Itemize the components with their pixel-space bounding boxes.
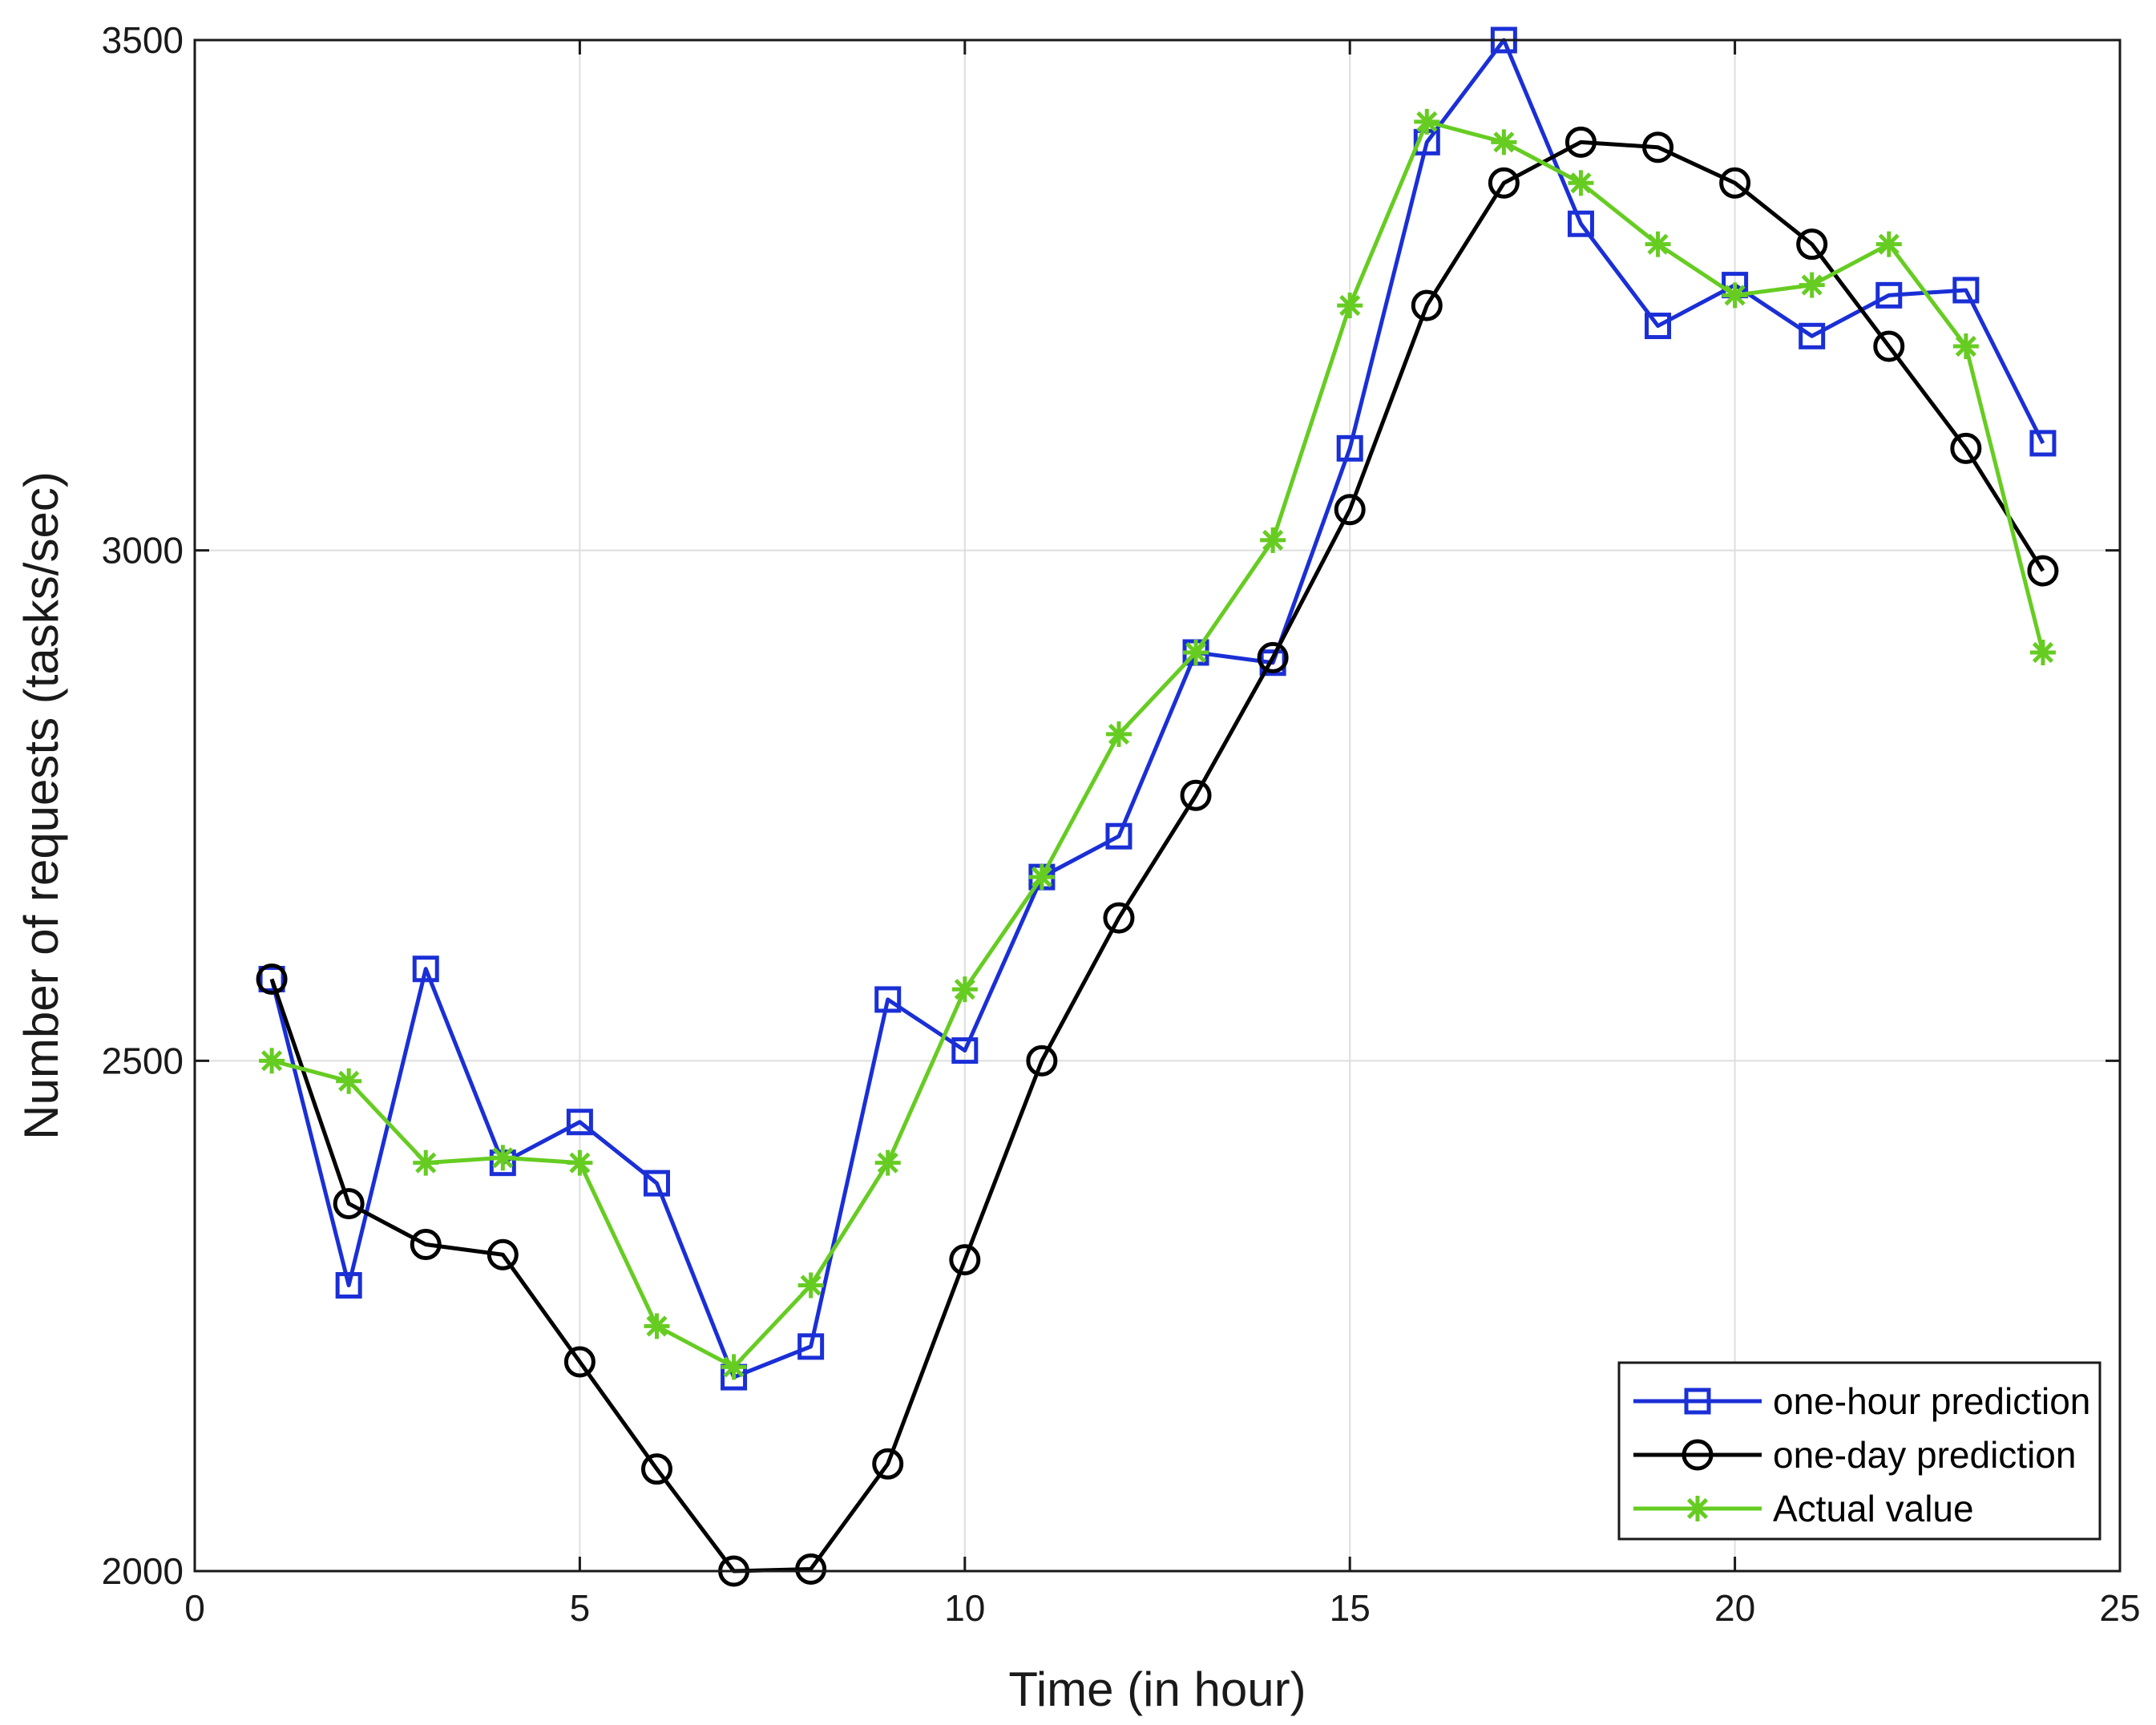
x-tick-label: 5 [570, 1587, 591, 1629]
x-tick-label: 10 [944, 1587, 985, 1629]
data-point [795, 1553, 827, 1585]
data-point [1028, 864, 1055, 891]
data-point [874, 986, 902, 1013]
data-point [2029, 430, 2057, 457]
data-point [1260, 527, 1286, 553]
data-point [2029, 640, 2056, 665]
data-point [1411, 289, 1443, 321]
legend-marker [1682, 1439, 1714, 1471]
y-tick-label: 2500 [102, 1040, 184, 1081]
series-layer [256, 26, 2059, 1587]
legend-marker [1685, 1496, 1710, 1521]
legend-label: one-day prediction [1773, 1434, 2076, 1476]
data-point [1952, 277, 1980, 304]
x-tick-label: 15 [1330, 1587, 1371, 1629]
data-point [1337, 293, 1363, 319]
data-point [1645, 313, 1672, 340]
data-point [1026, 1044, 1058, 1077]
data-point [259, 1048, 285, 1074]
data-point [1799, 322, 1826, 349]
tick-labels: 0 5 10 15 20 25 2000 2500 3000 3500 [102, 19, 2141, 1629]
data-point [1796, 228, 1828, 261]
data-point [1491, 129, 1517, 156]
y-axis-label: Number of requests (tasks/sec) [14, 471, 68, 1140]
data-point [1568, 170, 1594, 196]
data-point [1799, 272, 1825, 298]
data-point [1183, 640, 1209, 665]
data-point [643, 1170, 670, 1197]
data-point [1565, 126, 1597, 158]
data-point [410, 1229, 442, 1261]
data-point [487, 1238, 519, 1271]
data-point [640, 1453, 672, 1485]
legend-marker [1684, 1388, 1711, 1415]
y-tick-label: 3500 [102, 19, 184, 61]
data-point [567, 1149, 593, 1176]
data-point [1642, 131, 1674, 164]
data-point [1180, 779, 1212, 811]
data-point [1103, 902, 1135, 934]
legend-item: Actual value [1633, 1488, 1974, 1529]
x-tick-label: 25 [2099, 1587, 2140, 1629]
plot-frame [193, 38, 2122, 1573]
y-tick-label: 2000 [102, 1550, 184, 1592]
data-point [413, 1149, 439, 1176]
data-point [797, 1272, 824, 1299]
data-point [1722, 282, 1748, 309]
legend-item: one-day prediction [1633, 1434, 2076, 1476]
data-point [951, 1037, 979, 1064]
data-point [1952, 333, 1979, 359]
data-point [1414, 108, 1440, 135]
data-point [1488, 167, 1520, 199]
x-axis-label: Time (in hour) [1008, 1662, 1306, 1716]
data-point [1875, 281, 1903, 309]
data-point [874, 1149, 901, 1176]
x-tick-label: 0 [184, 1587, 205, 1629]
legend-label: one-hour prediction [1773, 1380, 2090, 1422]
data-point [256, 963, 288, 995]
data-point [333, 1188, 365, 1220]
data-point [1875, 231, 1902, 257]
legend-item: one-hour prediction [1633, 1380, 2090, 1422]
data-point [1336, 434, 1363, 462]
data-point [1567, 210, 1594, 237]
data-point [797, 1333, 825, 1360]
legend: one-hour prediction one-day prediction Act… [1617, 1361, 2101, 1541]
data-point [721, 1354, 747, 1380]
data-point [872, 1448, 904, 1480]
legend-label: Actual value [1773, 1488, 1974, 1529]
data-point [412, 955, 439, 983]
series-actual-value [259, 108, 2056, 1380]
data-point [335, 1271, 362, 1299]
data-point [1105, 721, 1132, 747]
data-point [490, 1145, 516, 1171]
data-point [949, 1244, 981, 1276]
data-point [644, 1313, 670, 1339]
data-point [336, 1068, 362, 1094]
series-line [269, 139, 2045, 1574]
data-point [1950, 432, 1982, 464]
series-one-day-prediction [256, 126, 2059, 1587]
data-point [566, 1109, 593, 1136]
data-point [1645, 231, 1671, 257]
data-point [563, 1346, 596, 1378]
data-point [1719, 167, 1751, 199]
data-point [1105, 822, 1133, 850]
series-line [271, 119, 2045, 1369]
data-point [951, 976, 978, 1003]
y-tick-label: 3000 [102, 530, 184, 572]
x-tick-label: 20 [1714, 1587, 1755, 1629]
data-point [1334, 494, 1366, 526]
data-point [258, 965, 285, 992]
data-point [1873, 330, 1905, 362]
data-point [2027, 555, 2059, 587]
data-point [1257, 641, 1289, 673]
